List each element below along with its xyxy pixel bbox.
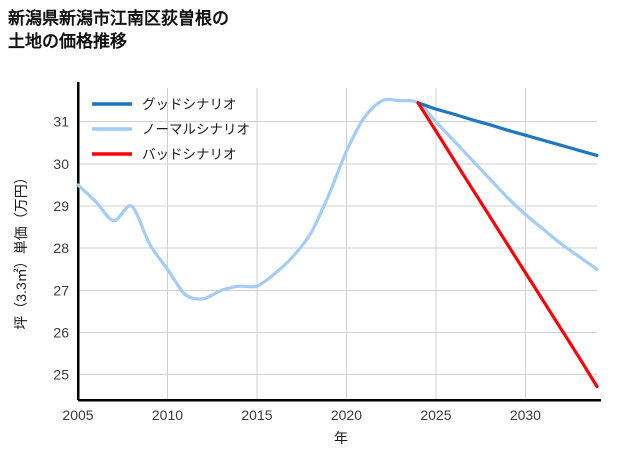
legend-label: ノーマルシナリオ <box>142 122 250 137</box>
y-axis-title: 坪（3.3㎡）単価（万円） <box>13 170 29 329</box>
series-line-good <box>416 101 599 158</box>
y-tick-label: 31 <box>53 114 69 130</box>
x-tick-label: 2010 <box>152 407 183 423</box>
y-tick-label: 29 <box>53 198 69 214</box>
series-group <box>76 97 599 389</box>
y-tick-label: 27 <box>53 282 69 298</box>
x-tick-label: 2005 <box>62 407 93 423</box>
series-line-bad <box>416 101 599 389</box>
y-tick-label: 25 <box>53 367 69 383</box>
axis-lines-group <box>76 82 601 402</box>
x-tick-label: 2020 <box>331 407 362 423</box>
y-tick-label: 26 <box>53 325 69 341</box>
legend-label: バッドシナリオ <box>142 147 237 162</box>
y-tick-label: 30 <box>53 156 69 172</box>
x-axis-title: 年 <box>334 430 348 446</box>
x-tick-label: 2015 <box>241 407 272 423</box>
y-tick-labels-group: 25 26 27 28 29 30 31 <box>53 114 69 383</box>
legend-label: グッドシナリオ <box>142 97 237 112</box>
x-tick-label: 2025 <box>420 407 451 423</box>
series-line-normal <box>76 97 599 301</box>
y-tick-label: 28 <box>53 240 69 256</box>
x-tick-labels-group: 2005 2010 2015 2020 2025 2030 <box>62 407 541 423</box>
x-tick-label: 2030 <box>510 407 541 423</box>
page-title: 新潟県新潟市江南区荻曽根の 土地の価格推移 <box>8 9 229 51</box>
